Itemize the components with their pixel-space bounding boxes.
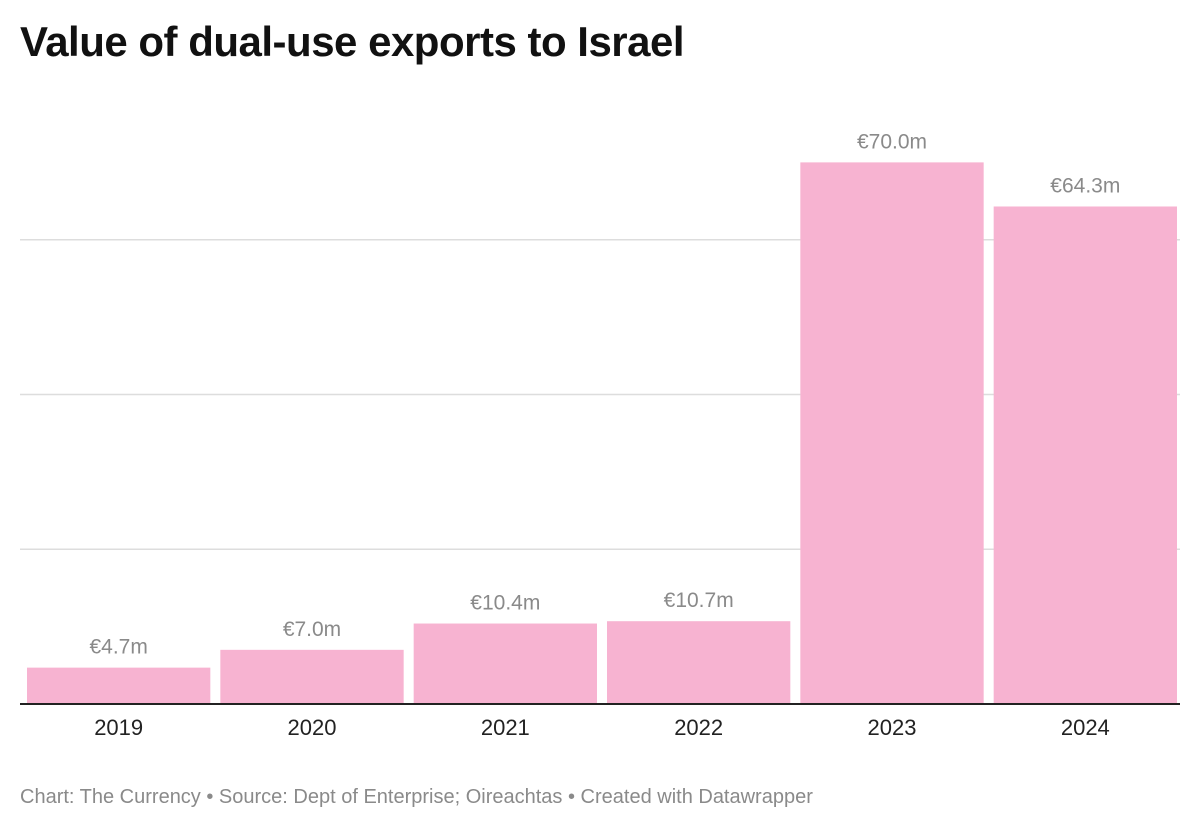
- bar-value-label: €10.4m: [470, 592, 540, 615]
- chart-footer: Chart: The Currency • Source: Dept of En…: [20, 786, 813, 808]
- bars: €4.7m €7.0m €10.4m €10.7m €70.0m €64.3m: [27, 130, 1177, 704]
- x-tick-label: 2023: [868, 715, 917, 740]
- chart-title: Value of dual-use exports to Israel: [20, 18, 685, 65]
- x-tick-label: 2020: [288, 715, 337, 740]
- gridlines: [20, 239, 1180, 550]
- x-tick-label: 2022: [674, 715, 723, 740]
- bar-value-label: €64.3m: [1050, 174, 1120, 197]
- x-axis-tick-labels: 2019 2020 2021 2022 2023 2024: [94, 715, 1110, 740]
- bar: [800, 162, 984, 704]
- bar: [993, 206, 1177, 704]
- x-tick-label: 2021: [481, 715, 530, 740]
- bar: [27, 667, 211, 704]
- bar-value-label: €4.7m: [89, 636, 147, 659]
- bar-value-label: €7.0m: [283, 618, 341, 641]
- bar-value-label: €70.0m: [857, 130, 927, 153]
- bar-value-label: €10.7m: [664, 589, 734, 612]
- x-tick-label: 2019: [94, 715, 143, 740]
- bar-chart: €4.7m€7.0m€10.4m €10.7m€70.0m€64.3m 2019 2…: [20, 130, 1180, 740]
- bar: [607, 621, 791, 704]
- x-tick-label: 2024: [1061, 715, 1110, 740]
- bar: [220, 649, 404, 704]
- bar: [413, 623, 597, 704]
